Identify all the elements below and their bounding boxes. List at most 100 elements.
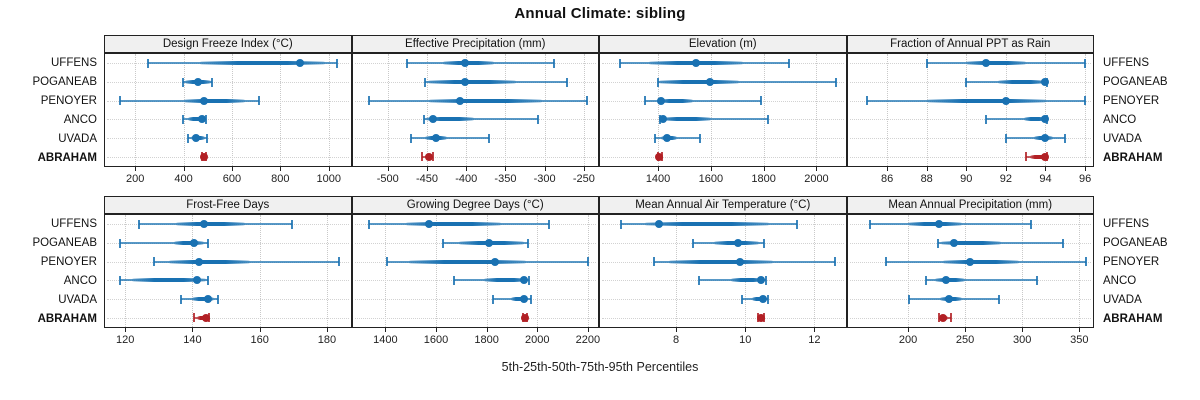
gridline-horizontal: [602, 317, 844, 319]
whisker-cap-high-uvada: [698, 133, 701, 143]
whisker-cap-low-uvada: [654, 133, 657, 143]
axis-tick-mark: [466, 167, 468, 171]
gridline-vertical: [1085, 54, 1087, 166]
gridline-horizontal: [107, 243, 349, 244]
iqr-bar-anco: [1023, 117, 1047, 122]
iqr-bar-penoyer: [168, 259, 250, 264]
axis-tick-mark: [387, 167, 389, 171]
percentile-whisker-penoyer: [645, 99, 761, 102]
whisker-cap-low-uvada: [740, 294, 743, 304]
gridline-horizontal: [849, 156, 1091, 158]
axis-tick-mark: [587, 328, 589, 332]
gridline-vertical: [125, 215, 127, 327]
axis-tick-mark: [710, 167, 712, 171]
iqr-bar-uvada: [192, 297, 215, 301]
gridline-horizontal: [849, 119, 1091, 121]
whisker-cap-high-poganeab: [1062, 238, 1065, 248]
gridline-vertical: [966, 54, 968, 166]
iqr-bar-penoyer: [408, 259, 526, 264]
whisker-cap-high-uffens: [787, 58, 790, 68]
gridline-vertical: [965, 215, 967, 327]
axis-tick-mark: [816, 167, 818, 171]
median-dot-anco: [428, 115, 437, 124]
axis-tick-label: 90: [960, 173, 973, 185]
axis-tick-label: 92: [999, 173, 1012, 185]
whisker-cap-high-poganeab: [835, 77, 838, 87]
median-dot-abraham: [200, 152, 209, 161]
gridline-horizontal: [849, 317, 1091, 319]
row-label-left-uvada: UVADA: [58, 132, 97, 145]
gridline-vertical: [676, 215, 678, 327]
axis-tick-mark: [887, 167, 889, 171]
whisker-cap-high-anco: [764, 275, 767, 285]
axis-tick-label: -400: [455, 173, 478, 185]
axis-tick-label: 1600: [423, 334, 449, 346]
whisker-cap-high-penoyer: [258, 96, 261, 106]
gridline-vertical: [745, 215, 747, 327]
whisker-cap-high-anco: [767, 114, 770, 124]
iqr-bar-penoyer: [926, 98, 1047, 103]
whisker-cap-low-penoyer: [866, 96, 869, 106]
iqr-bar-anco: [426, 117, 475, 122]
whisker-cap-low-uffens: [367, 219, 370, 229]
median-dot-uffens: [200, 220, 209, 229]
iqr-bar-poganeab: [427, 80, 516, 84]
whisker-cap-high-uffens: [1084, 58, 1087, 68]
gridline-vertical: [763, 54, 765, 166]
median-dot-abraham: [424, 152, 433, 161]
whisker-cap-high-penoyer: [759, 96, 762, 106]
median-dot-anco: [193, 276, 202, 285]
median-dot-poganeab: [461, 78, 470, 86]
whisker-cap-high-penoyer: [1084, 96, 1087, 106]
whisker-cap-high-uvada: [487, 133, 490, 143]
whisker-cap-high-poganeab: [210, 77, 213, 87]
median-dot-poganeab: [734, 239, 743, 247]
whisker-cap-low-penoyer: [118, 96, 121, 106]
gridline-vertical: [280, 54, 282, 166]
median-dot-uffens: [654, 220, 663, 229]
row-label-right-anco: ANCO: [1103, 274, 1137, 287]
median-dot-uffens: [425, 220, 434, 229]
axis-tick-label: 350: [1070, 334, 1089, 346]
whisker-cap-high-anco: [1036, 275, 1039, 285]
gridline-vertical: [908, 215, 910, 327]
median-dot-poganeab: [190, 239, 199, 247]
panel-header-mean-annual-air-temperature-c: Mean Annual Air Temperature (°C): [599, 196, 847, 214]
axis-tick-mark: [537, 328, 539, 332]
median-dot-anco: [198, 115, 207, 124]
row-label-left-poganeab: POGANEAB: [32, 75, 97, 88]
median-dot-uvada: [203, 295, 212, 303]
median-dot-uvada: [945, 295, 954, 303]
whisker-cap-high-uffens: [553, 58, 556, 68]
axis-tick-label: 88: [920, 173, 933, 185]
axis-tick-mark: [328, 167, 330, 171]
whisker-cap-high-uffens: [548, 219, 551, 229]
whisker-cap-high-uvada: [206, 133, 209, 143]
axis-tick-label: 1800: [751, 173, 776, 185]
axis-tick-mark: [125, 328, 127, 332]
median-dot-uvada: [1041, 134, 1050, 142]
whisker-cap-high-anco: [528, 275, 531, 285]
whisker-cap-low-uffens: [618, 58, 621, 68]
axis-tick-label: 2000: [804, 173, 829, 185]
whisker-cap-low-poganeab: [656, 77, 659, 87]
row-label-right-uvada: UVADA: [1103, 293, 1142, 306]
axis-tick-label: 600: [222, 173, 242, 185]
gridline-vertical: [926, 54, 928, 166]
whisker-cap-high-penoyer: [586, 257, 589, 267]
axis-tick-mark: [436, 328, 438, 332]
whisker-cap-high-uffens: [1030, 219, 1033, 229]
row-label-right-poganeab: POGANEAB: [1103, 75, 1168, 88]
median-dot-poganeab: [193, 78, 202, 86]
percentile-whisker-uvada: [655, 137, 700, 139]
percentile-whisker-anco: [660, 118, 769, 121]
median-dot-anco: [756, 276, 765, 285]
median-dot-abraham: [655, 152, 664, 161]
gridline-horizontal: [602, 138, 844, 139]
whisker-cap-low-uffens: [619, 219, 622, 229]
axis-tick-mark: [908, 328, 910, 332]
gridline-horizontal: [107, 280, 349, 282]
axis-tick-label: 200: [126, 173, 145, 185]
whisker-cap-low-poganeab: [424, 77, 427, 87]
